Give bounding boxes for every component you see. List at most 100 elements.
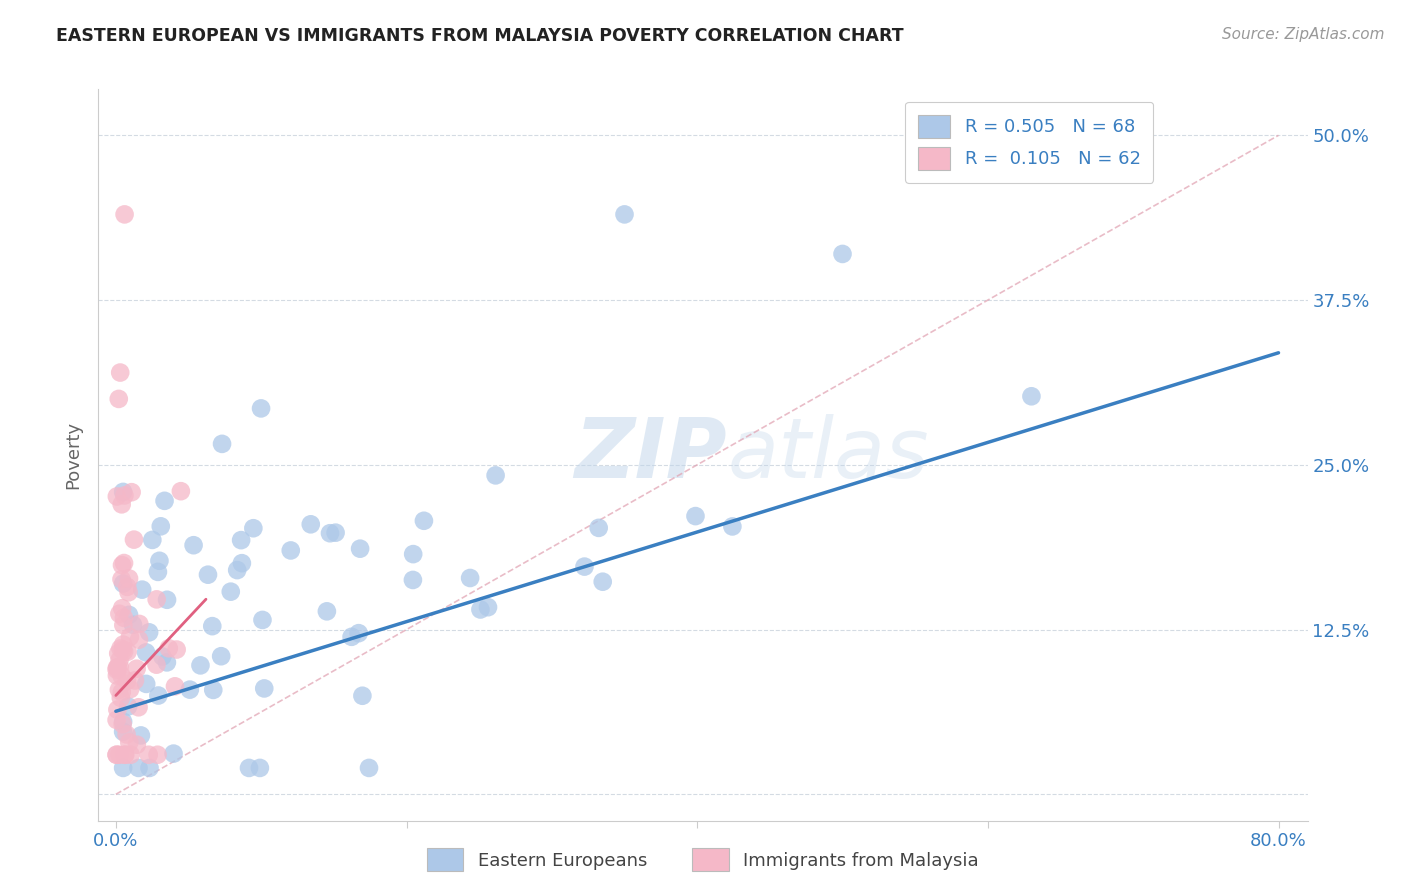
Point [592, 574, 614, 589]
Point [114, 747, 136, 762]
Point [117, 580, 139, 594]
Point [111, 497, 134, 511]
Point [219, 584, 242, 599]
Point [105, 747, 128, 762]
Point [156, 592, 179, 607]
Point [163, 679, 186, 693]
Point [118, 630, 141, 644]
Point [124, 673, 146, 688]
Point [112, 611, 135, 625]
Legend: Eastern Europeans, Immigrants from Malaysia: Eastern Europeans, Immigrants from Malay… [420, 841, 986, 879]
Point [148, 689, 170, 703]
Point [125, 662, 148, 676]
Point [118, 571, 141, 585]
Point [685, 509, 707, 524]
Point [484, 468, 506, 483]
Point [117, 645, 139, 659]
Point [110, 572, 132, 586]
Point [115, 673, 138, 688]
Point [183, 538, 205, 552]
Legend: R = 0.505   N = 68, R =  0.105   N = 62: R = 0.505 N = 68, R = 0.105 N = 62 [905, 102, 1153, 183]
Point [112, 644, 135, 658]
Point [252, 613, 274, 627]
Point [112, 484, 135, 499]
Point [229, 533, 252, 548]
Point [111, 558, 134, 573]
Point [117, 585, 139, 599]
Point [349, 541, 371, 556]
Point [107, 392, 129, 406]
Point [574, 559, 596, 574]
Point [121, 485, 143, 500]
Point [146, 565, 169, 579]
Point [325, 525, 347, 540]
Point [202, 682, 225, 697]
Point [226, 563, 249, 577]
Point [340, 630, 363, 644]
Point [107, 660, 129, 674]
Point [402, 573, 425, 587]
Point [105, 713, 128, 727]
Text: EASTERN EUROPEAN VS IMMIGRANTS FROM MALAYSIA POVERTY CORRELATION CHART: EASTERN EUROPEAN VS IMMIGRANTS FROM MALA… [56, 27, 904, 45]
Point [115, 727, 138, 741]
Point [114, 747, 136, 762]
Point [105, 661, 128, 675]
Point [138, 747, 160, 762]
Point [128, 616, 150, 631]
Point [138, 625, 160, 640]
Text: atlas: atlas [727, 415, 929, 495]
Point [105, 663, 128, 677]
Point [108, 607, 131, 621]
Point [352, 689, 374, 703]
Point [1021, 389, 1043, 403]
Point [831, 247, 853, 261]
Point [105, 703, 128, 717]
Text: ZIP: ZIP [575, 415, 727, 495]
Point [613, 207, 636, 221]
Point [141, 533, 163, 547]
Point [112, 618, 135, 632]
Point [108, 653, 131, 667]
Point [357, 761, 380, 775]
Point [114, 488, 136, 502]
Point [413, 514, 436, 528]
Point [125, 738, 148, 752]
Point [128, 632, 150, 647]
Point [458, 571, 481, 585]
Point [105, 668, 128, 682]
Point [127, 761, 149, 775]
Point [105, 490, 128, 504]
Point [145, 657, 167, 672]
Point [111, 717, 134, 731]
Point [111, 643, 134, 657]
Point [146, 747, 169, 762]
Point [122, 617, 145, 632]
Point [135, 645, 157, 659]
Point [131, 582, 153, 597]
Point [114, 207, 136, 221]
Point [138, 761, 160, 775]
Point [280, 543, 302, 558]
Point [197, 567, 219, 582]
Point [120, 747, 142, 762]
Point [721, 519, 744, 533]
Point [166, 642, 188, 657]
Point [253, 681, 276, 696]
Point [190, 658, 212, 673]
Point [156, 656, 179, 670]
Point [157, 641, 180, 656]
Point [112, 714, 135, 729]
Point [179, 682, 201, 697]
Point [118, 735, 141, 749]
Point [120, 682, 142, 697]
Point [112, 576, 135, 591]
Point [105, 747, 128, 762]
Y-axis label: Poverty: Poverty [65, 421, 83, 489]
Point [402, 547, 425, 561]
Point [117, 699, 139, 714]
Point [242, 521, 264, 535]
Point [107, 646, 129, 660]
Point [249, 761, 271, 775]
Point [110, 668, 132, 682]
Point [128, 700, 150, 714]
